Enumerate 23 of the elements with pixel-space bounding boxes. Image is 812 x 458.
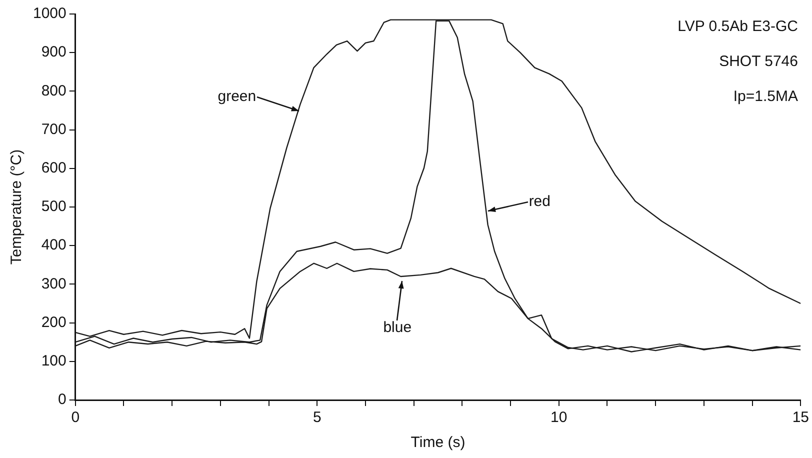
y-tick-label: 0 — [58, 391, 66, 408]
y-tick-label: 600 — [41, 160, 66, 177]
y-tick-label: 300 — [41, 275, 66, 292]
annotation: LVP 0.5Ab E3-GC — [678, 18, 798, 35]
y-tick-label: 200 — [41, 314, 66, 331]
y-axis-title: Temperature (°C) — [8, 149, 26, 265]
x-tick-label: 5 — [312, 409, 322, 426]
annotation: SHOT 5746 — [719, 53, 798, 70]
x-axis-title: Time (s) — [410, 434, 466, 452]
y-tick-label: 800 — [41, 82, 66, 100]
annotation: red — [528, 192, 550, 210]
x-tick-label: 10 — [550, 409, 568, 426]
y-tick-label: 400 — [41, 236, 66, 254]
annotation: blue — [383, 318, 412, 336]
y-tick-label: 700 — [41, 120, 66, 138]
x-tick-label: 15 — [792, 409, 809, 426]
x-tick-label: 0 — [71, 409, 80, 426]
annotation: Ip=1.5MA — [733, 88, 798, 105]
annotation: green — [218, 88, 256, 105]
y-tick-label: 100 — [41, 352, 66, 370]
y-tick-label: 900 — [41, 44, 66, 61]
y-tick-label: 500 — [41, 198, 66, 216]
y-tick-label: 1000 — [32, 5, 66, 22]
